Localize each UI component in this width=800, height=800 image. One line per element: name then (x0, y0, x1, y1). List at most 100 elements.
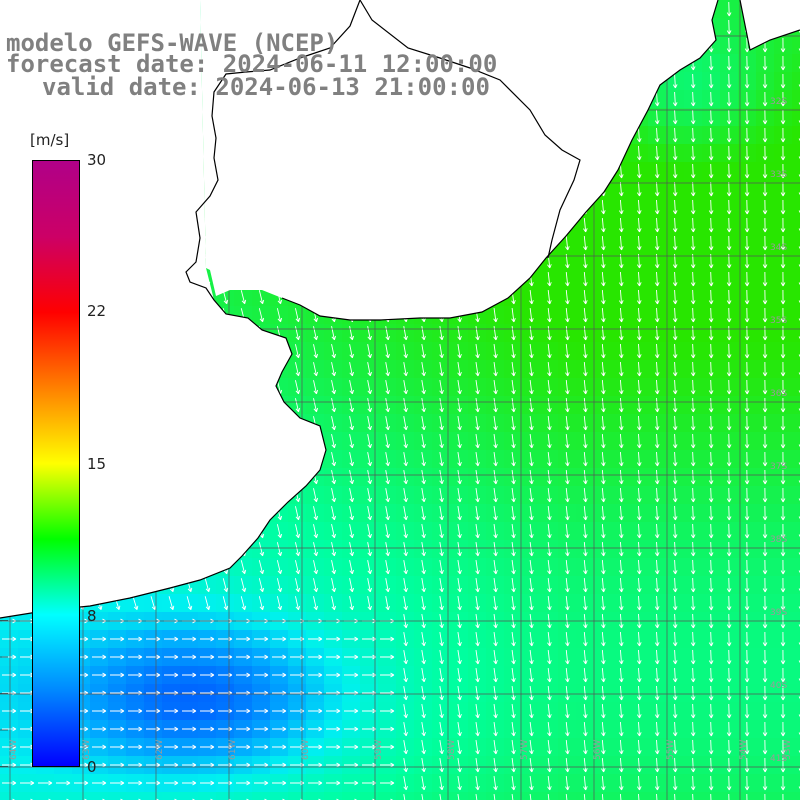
wind-arrow (421, 380, 426, 395)
wind-arrow (164, 762, 179, 768)
coastline-northeast (739, 0, 800, 51)
wind-arrow (798, 354, 800, 358)
wind-arrow (439, 524, 444, 539)
wind-arrow (674, 793, 676, 800)
wind-arrow (726, 757, 732, 773)
wind-arrow (182, 780, 197, 786)
wind-arrow (744, 235, 750, 251)
wind-arrow (385, 470, 390, 485)
wind-arrow (349, 506, 355, 521)
wind-arrow (344, 654, 359, 660)
longitude-label: 61W (228, 740, 238, 760)
wind-arrow (708, 739, 714, 755)
wind-arrow (780, 703, 786, 719)
wind-arrow (276, 524, 283, 539)
wind-arrow (762, 487, 768, 503)
wind-arrow (457, 740, 462, 755)
wind-arrow (421, 416, 426, 431)
wind-arrow (362, 672, 377, 678)
wind-arrow (313, 380, 319, 395)
wind-arrow (272, 744, 287, 750)
wind-arrow (565, 325, 570, 341)
wind-arrow (690, 397, 696, 413)
wind-arrow (762, 775, 768, 791)
wind-arrow (726, 721, 732, 737)
wind-arrow (421, 344, 426, 359)
wind-arrow (493, 794, 496, 800)
wind-arrow (744, 757, 750, 773)
wind-arrow (601, 595, 606, 611)
wind-arrow (146, 708, 161, 714)
wind-arrow (636, 235, 642, 251)
wind-arrow (672, 523, 678, 539)
wind-arrow (295, 524, 301, 539)
wind-arrow (403, 578, 408, 593)
wind-arrow (110, 672, 125, 678)
wind-arrow (2, 744, 17, 750)
wind-arrow (204, 578, 211, 593)
wind-arrow (636, 433, 642, 449)
wind-arrow (349, 380, 355, 395)
land-area-west (0, 0, 326, 618)
wind-arrow (236, 744, 251, 750)
wind-arrow (690, 307, 696, 323)
wind-arrow (258, 290, 265, 305)
wind-arrow (362, 708, 377, 714)
forecast-date: forecast date: 2024-06-11 12:00:00 (6, 50, 498, 78)
wind-arrow (565, 757, 570, 773)
wind-arrow (744, 91, 750, 107)
wind-arrow (744, 649, 750, 665)
wind-arrow (726, 685, 732, 701)
wind-arrow (439, 488, 444, 503)
wind-arrow (690, 469, 696, 485)
wind-arrow (331, 362, 337, 377)
wind-cell (792, 270, 800, 289)
wind-arrow (744, 433, 750, 449)
wind-arrow (326, 654, 341, 660)
wind-arrow (529, 757, 534, 773)
wind-arrow (240, 560, 247, 575)
wind-arrow (798, 570, 800, 574)
wind-arrow (708, 361, 714, 377)
wind-arrow (744, 343, 750, 359)
wind-arrow (110, 636, 125, 642)
wind-arrow (798, 768, 800, 772)
wind-arrow (618, 649, 624, 665)
wind-arrow (726, 559, 732, 575)
wind-arrow (690, 217, 696, 233)
wind-arrow (547, 451, 552, 467)
wind-arrow (798, 426, 800, 430)
wind-arrow (344, 708, 359, 714)
wind-arrow (164, 654, 179, 660)
wind-arrow (403, 344, 408, 359)
wind-arrow (690, 523, 696, 539)
wind-arrow (583, 595, 588, 611)
wind-arrow (367, 344, 372, 359)
wind-arrow (708, 541, 714, 557)
wind-arrow (636, 721, 642, 737)
wind-arrow (547, 649, 552, 665)
wind-arrow (132, 596, 139, 611)
wind-arrow (690, 739, 696, 755)
wind-arrow (601, 703, 606, 719)
wind-arrow (92, 672, 107, 678)
wind-cell (792, 306, 800, 325)
wind-arrow (493, 326, 498, 341)
wind-arrow (511, 506, 516, 521)
wind-arrow (601, 577, 606, 593)
wind-arrow (780, 145, 786, 161)
wind-arrow (690, 181, 696, 197)
latitude-label: 37S (770, 462, 787, 472)
longitude-label: 56W (593, 740, 603, 760)
wind-arrow (618, 667, 624, 683)
wind-arrow (421, 704, 426, 719)
wind-arrow (672, 685, 678, 701)
wind-arrow (475, 704, 480, 719)
land-area-northeast (740, 0, 800, 50)
wind-arrow (744, 631, 750, 647)
wind-arrow (708, 523, 714, 539)
wind-arrow (744, 145, 750, 161)
wind-arrow (690, 703, 696, 719)
wind-arrow (744, 739, 750, 755)
wind-arrow (654, 181, 660, 197)
